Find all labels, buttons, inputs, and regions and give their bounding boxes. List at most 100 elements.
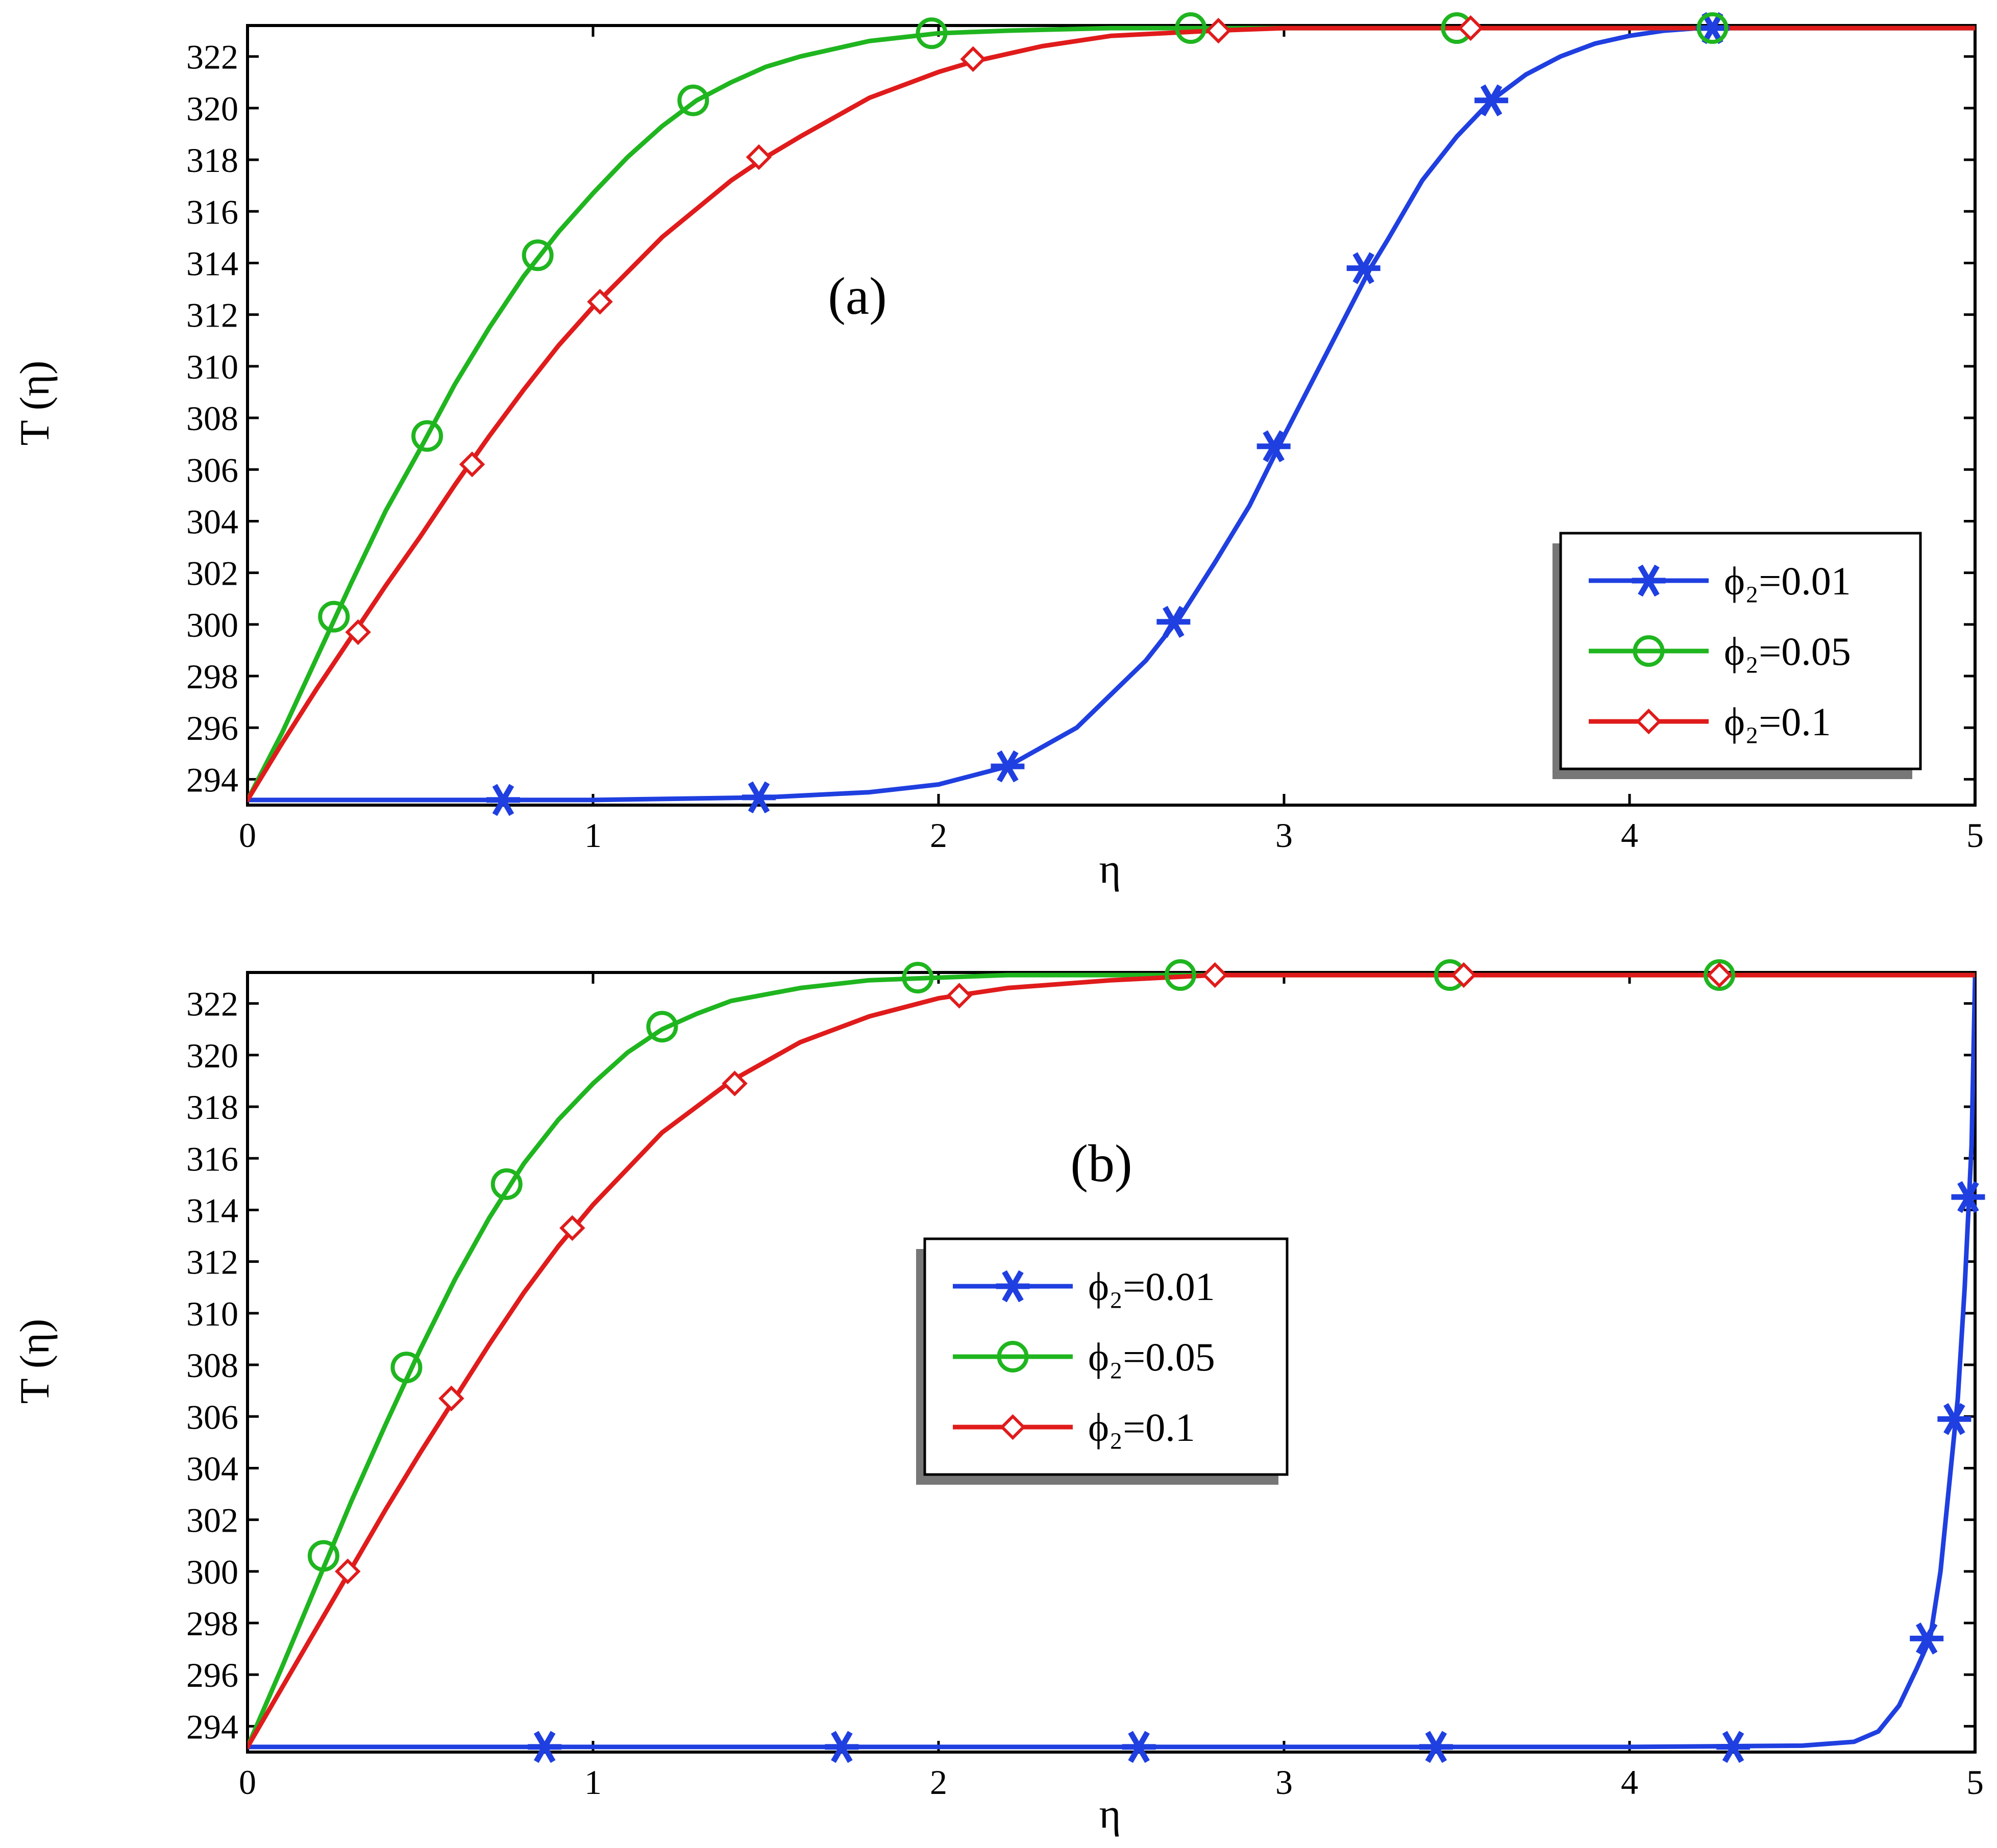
series-marker-1 [1951,1181,1985,1213]
series-line-3 [248,972,1975,1750]
series-marker-3 [438,1385,464,1412]
y-tick-label: 294 [186,1707,238,1746]
x-axis-label: η [1099,1790,1121,1837]
y-tick-label: 300 [186,606,238,644]
series-marker-2 [490,1168,523,1200]
y-tick-label: 318 [186,1088,238,1127]
x-tick-label: 1 [584,816,602,855]
series-lines [248,26,1975,803]
y-tick-label: 308 [186,399,238,438]
x-tick-label: 3 [1275,816,1293,855]
legend-marker-2 [1633,635,1665,667]
series-marker-2 [307,1540,339,1572]
x-tick-label: 0 [239,816,256,855]
series-line-3 [248,26,1975,803]
series-marker-3 [722,1070,748,1096]
series-marker-1 [991,750,1025,783]
y-tick-label: 322 [186,38,238,77]
x-tick-label: 5 [1966,1763,1984,1802]
y-tick-label: 296 [186,1656,238,1694]
series-marker-1 [1256,430,1291,463]
series-marker-2 [390,1352,423,1384]
series-marker-1 [825,1731,859,1763]
y-tick-label: 314 [186,244,238,283]
legend-label-1: ϕ₂=0.01 [1724,559,1851,603]
series-marker-1 [528,1731,562,1763]
y-tick-label: 320 [186,1036,238,1075]
series-marker-1 [486,784,520,816]
panel-label: (a) [828,267,886,326]
series-line-1 [248,26,1975,803]
x-tick-label: 1 [584,1763,602,1802]
y-tick-label: 302 [186,1501,238,1540]
legend-label-3: ϕ₂=0.1 [1724,700,1831,744]
legend-marker-2 [997,1341,1029,1372]
series-marker-1 [1122,1731,1156,1763]
series-marker-1 [1474,84,1509,117]
x-tick-label: 3 [1275,1763,1293,1802]
legend-label-2: ϕ₂=0.05 [1724,629,1851,673]
x-tick-label: 4 [1621,816,1638,855]
legend-label-2: ϕ₂=0.05 [1088,1335,1215,1379]
y-tick-label: 304 [186,502,238,541]
series-marker-3 [1450,962,1477,988]
series-marker-2 [1696,12,1729,44]
y-tick-label: 296 [186,709,238,747]
y-tick-label: 318 [186,141,238,180]
series-marker-3 [746,144,772,170]
series-marker-2 [1704,959,1736,991]
series-marker-2 [646,1011,678,1043]
legend-marker-1 [996,1270,1030,1303]
series-lines [248,972,1975,1750]
y-tick-label: 300 [186,1553,238,1591]
series-marker-3 [960,46,986,72]
legend-label-1: ϕ₂=0.01 [1088,1264,1215,1309]
legend-entries: ϕ₂=0.01 ϕ₂=0.05 ϕ₂=0.1 [1589,559,1851,744]
legend-marker-3 [1636,708,1662,735]
series-marker-1 [1419,1731,1453,1763]
y-tick-label: 312 [186,296,238,335]
legend: ϕ₂=0.01 ϕ₂=0.05 ϕ₂=0.1 [916,1237,1289,1485]
legend-marker-3 [1000,1414,1026,1440]
series-marker-2 [916,17,948,49]
series-marker-3 [459,451,485,478]
series-marker-3 [345,619,371,645]
series-marker-2 [1164,959,1196,991]
series-line-1 [248,975,1975,1750]
series-marker-3 [559,1215,585,1241]
y-tick-label: 310 [186,347,238,386]
y-tick-label: 314 [186,1191,238,1230]
series-marker-2 [1175,12,1207,44]
axis-ticks: 0 1 2 3 4 5 294 296 298 300 302 304 306 308 310 312 314 3… [186,26,1984,855]
y-tick-label: 306 [186,451,238,489]
series-marker-3 [587,289,613,315]
y-axis-label: T (η) [11,1319,58,1404]
y-tick-label: 306 [186,1397,238,1436]
series-marker-1 [1156,606,1191,638]
y-tick-label: 298 [186,1604,238,1643]
series-marker-2 [902,962,934,994]
y-tick-label: 316 [186,1139,238,1178]
legend-label-3: ϕ₂=0.1 [1088,1405,1195,1450]
series-marker-3 [1205,17,1231,44]
series-marker-1 [1346,252,1380,284]
series-marker-2 [677,84,709,116]
y-tick-label: 304 [186,1449,238,1488]
chart-panel-b: 0 1 2 3 4 5 294 296 298 300 302 304 306 308 310 312 314 3… [11,959,1985,1837]
y-tick-label: 308 [186,1346,238,1385]
series-marker-1 [1716,1731,1751,1763]
series-marker-1 [1695,12,1730,44]
x-tick-label: 2 [930,816,947,855]
series-marker-3 [335,1558,361,1585]
y-tick-label: 320 [186,89,238,128]
y-tick-label: 310 [186,1294,238,1333]
series-markers [318,12,1730,816]
chart-panel-a: 0 1 2 3 4 5 294 296 298 300 302 304 306 308 310 312 314 3… [11,12,1984,892]
y-tick-label: 294 [186,760,238,799]
series-marker-1 [1937,1403,1971,1435]
y-tick-label: 312 [186,1243,238,1282]
legend-entries: ϕ₂=0.01 ϕ₂=0.05 ϕ₂=0.1 [953,1264,1215,1450]
panel-label: (b) [1070,1134,1132,1193]
y-tick-label: 322 [186,985,238,1023]
y-tick-label: 302 [186,554,238,593]
